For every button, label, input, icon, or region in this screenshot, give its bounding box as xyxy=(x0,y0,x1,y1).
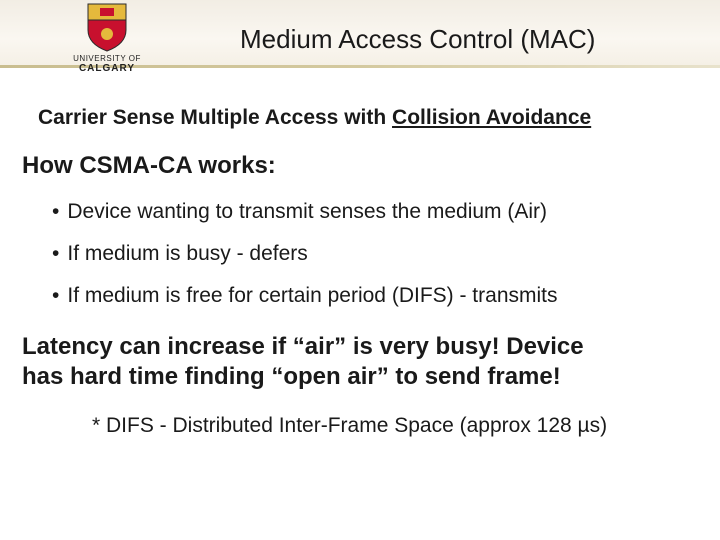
university-logo: UNIVERSITY OF CALGARY xyxy=(52,2,162,80)
logo-line1: UNIVERSITY OF xyxy=(73,54,141,63)
latency-line2: has hard time finding “open air” to send… xyxy=(22,362,698,392)
subtitle: Carrier Sense Multiple Access with Colli… xyxy=(38,106,698,130)
slide-header: UNIVERSITY OF CALGARY Medium Access Cont… xyxy=(0,0,720,82)
bullet-text: If medium is free for certain period (DI… xyxy=(67,284,557,308)
list-item: • If medium is free for certain period (… xyxy=(52,284,698,308)
bullet-dot: • xyxy=(52,200,59,224)
logo-text: UNIVERSITY OF CALGARY xyxy=(73,54,141,74)
section-heading: How CSMA-CA works: xyxy=(22,152,698,180)
list-item: • Device wanting to transmit senses the … xyxy=(52,200,698,224)
bullet-text: Device wanting to transmit senses the me… xyxy=(67,200,547,224)
shield-icon xyxy=(86,2,128,52)
slide-content: Carrier Sense Multiple Access with Colli… xyxy=(0,106,720,438)
subtitle-prefix: Carrier Sense Multiple Access with xyxy=(38,106,392,129)
subtitle-underlined: Collision Avoidance xyxy=(392,106,591,129)
latency-statement: Latency can increase if “air” is very bu… xyxy=(22,332,698,392)
slide-title: Medium Access Control (MAC) xyxy=(240,24,595,55)
list-item: • If medium is busy - defers xyxy=(52,242,698,266)
bullet-dot: • xyxy=(52,284,59,308)
logo-line2: CALGARY xyxy=(73,63,141,74)
bullet-text: If medium is busy - defers xyxy=(67,242,307,266)
bullet-list: • Device wanting to transmit senses the … xyxy=(52,200,698,308)
bullet-dot: • xyxy=(52,242,59,266)
latency-line1: Latency can increase if “air” is very bu… xyxy=(22,332,698,362)
footnote: * DIFS - Distributed Inter-Frame Space (… xyxy=(92,414,698,438)
